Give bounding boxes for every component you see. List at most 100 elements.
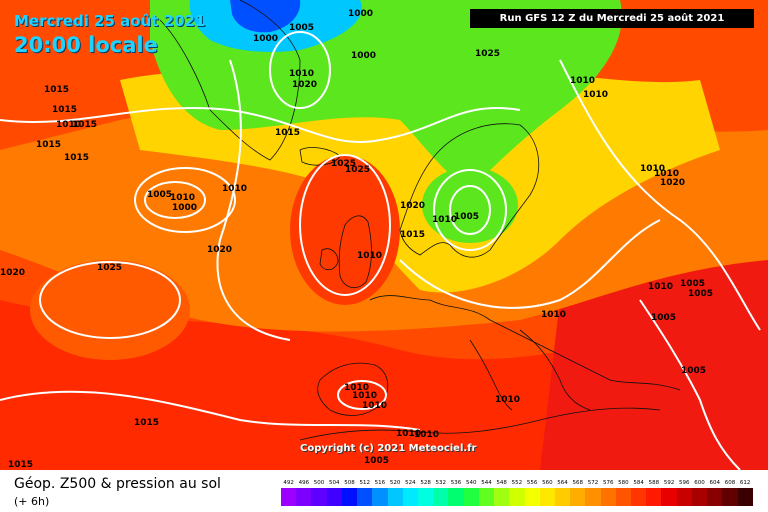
isobar-scandinavia-low-outer [433,169,507,251]
isobar-label: 1005 [147,190,172,200]
isobar-label: 1015 [134,418,159,428]
isobar-greenland-low-outer [134,167,236,233]
isobar-label: 1010 [583,90,608,100]
scale-swatch [737,488,753,506]
scandinavia-low-zone [422,167,518,243]
isobar-label: 1005 [651,313,676,323]
scale-value: 504 [329,480,340,486]
scale-value: 536 [450,480,462,486]
isobar-label: 1015 [52,105,77,115]
isobar-label: 1020 [400,201,425,211]
isobar-1020-west [216,59,291,341]
scale-value: 604 [709,480,720,486]
isobar-label: 1000 [351,51,376,61]
isobar-label: 1005 [454,212,479,222]
forecast-time: 20:00 locale [14,33,158,57]
europe-coast [369,295,681,391]
isobar-1015-north [0,106,521,143]
isobar-label: 1020 [0,268,25,278]
isobar-label: 1015 [44,85,69,95]
scale-value: 608 [724,480,736,486]
uk-coast [338,215,372,289]
scale-value: 512 [359,480,370,486]
coastlines [159,0,681,441]
scale-swatch [448,488,464,506]
copyright: Copyright (c) 2021 Meteociel.fr [300,443,477,454]
scale-swatch [676,488,692,506]
isobar-label: 1025 [331,159,356,169]
isobar-label: 1010 [344,383,369,393]
scale-value: 496 [298,480,310,486]
caption: Géop. Z500 & pression au sol [14,476,221,492]
isobar-label: 1005 [680,279,705,289]
italy-coast [469,339,513,411]
geopotential-map: 1000 1000 1005 1010 1020 1000 1015 1025 … [0,0,768,470]
isobar-label: 1010 [362,401,387,411]
scale-swatch [600,488,616,506]
scale-swatch [570,488,586,506]
isobar-contours [0,31,761,470]
scale-swatch [296,488,312,506]
scale-value: 584 [633,480,644,486]
isobar-label: 1010 [352,391,377,401]
isobar-label: 1015 [36,140,61,150]
scale-value: 532 [435,480,447,486]
scale-swatch [463,488,479,506]
scandinavia-coast [399,123,540,258]
scale-swatch [524,488,540,506]
isobar-label: 1010 [654,169,679,179]
isobar-label: 1020 [207,245,232,255]
scale-swatch [417,488,434,506]
isobar-azores-high [39,261,181,339]
scale-value: 520 [389,480,401,486]
scale-value: 548 [496,480,507,486]
scale-value: 588 [648,480,660,486]
isobar-label: 1010 [495,395,520,405]
isobar-label: 1015 [400,230,425,240]
scale-value: 560 [542,480,553,486]
isobar-label: 1010 [648,282,673,292]
isobar-label: 1010 [541,310,566,320]
scale-swatch [661,488,677,506]
isobar-1005-southeast [639,299,741,470]
isobar-label: 1015 [72,120,97,130]
ireland-coast [319,248,339,271]
isobar-label: 1010 [222,184,247,194]
scale-value: 528 [420,480,431,486]
isobar-iceland-low [269,31,331,109]
scale-value: 592 [663,480,675,486]
warm-zone-southeast [540,250,768,470]
greenland-coast [159,0,301,161]
isobar-label: 1020 [660,178,685,188]
scale-swatch [509,488,525,506]
scale-labels: 492 496 500 504 508 512 516 520 524 528 532 536 540 5… [281,479,753,488]
isobar-1015-central [399,219,661,309]
isobar-label: 1000 [172,203,197,213]
run-info: Run GFS 12 Z du Mercredi 25 août 2021 [470,9,754,28]
sub-caption: (+ 6h) [14,495,50,508]
forecast-date: Mercredi 25 août 2021 [14,12,206,30]
isobar-labels: 1000 1000 1005 1010 1020 1000 1015 1025 … [0,9,713,470]
legend-bar: Géop. Z500 & pression au sol (+ 6h) 492 4… [0,470,768,512]
isobar-label: 1010 [170,193,195,203]
scale-swatch [433,488,449,506]
scale-value: 564 [557,480,568,486]
balkans-coast [519,329,591,411]
scale-swatch [646,488,662,506]
scale-swatch [722,488,738,506]
scale-swatch [281,488,297,506]
scale-swatch [357,488,373,506]
scale-swatch [372,488,388,506]
deep-blue-zone [230,0,301,33]
isobar-label: 1010 [289,69,314,79]
isobar-label: 1010 [357,251,382,261]
scale-swatch [554,488,571,506]
scale-swatch [585,488,601,506]
isobar-atlantic-high [299,154,391,296]
scale-swatch [478,488,495,506]
scale-swatch [311,488,327,506]
scale-swatch [707,488,723,506]
isobar-label: 1005 [681,366,706,376]
scale-swatch [402,488,418,506]
